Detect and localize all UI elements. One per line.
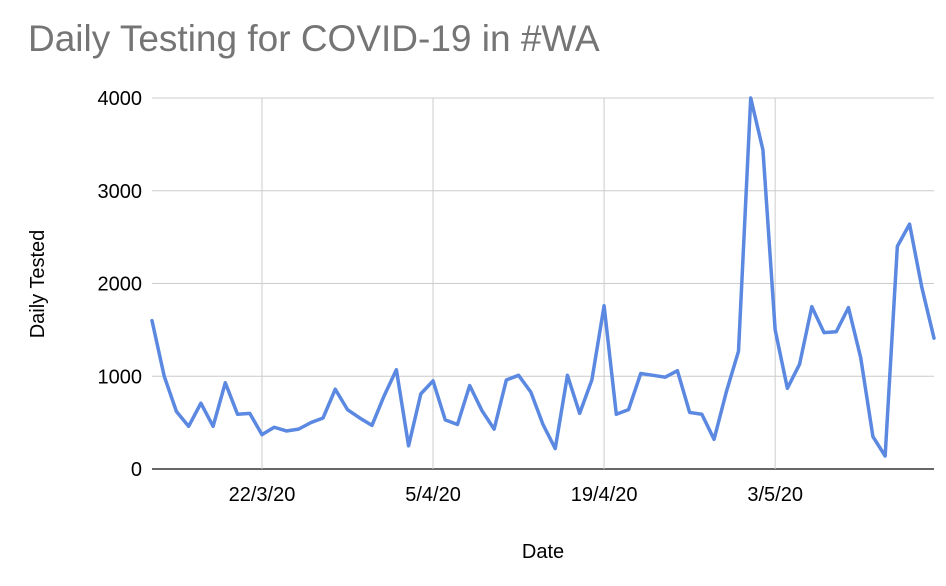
x-axis-label: Date xyxy=(522,541,564,563)
x-tick-label: 3/5/20 xyxy=(747,484,803,506)
chart-title: Daily Testing for COVID-19 in #WA xyxy=(28,18,600,59)
x-tick-label: 5/4/20 xyxy=(405,484,461,506)
y-tick-label: 0 xyxy=(131,459,142,481)
x-tick-label: 22/3/20 xyxy=(229,484,296,506)
grid-lines xyxy=(152,97,934,470)
series-line-daily-tested xyxy=(150,96,936,458)
y-tick-label: 1000 xyxy=(98,366,143,388)
y-tick-label: 2000 xyxy=(98,274,143,296)
x-tick-labels: 22/3/20 5/4/20 19/4/20 3/5/20 xyxy=(229,484,803,506)
y-tick-label: 4000 xyxy=(98,88,143,110)
y-tick-label: 3000 xyxy=(98,181,143,203)
y-tick-labels: 0 1000 2000 3000 4000 xyxy=(98,88,143,481)
y-axis-label: Daily Tested xyxy=(27,230,49,339)
x-tick-label: 19/4/20 xyxy=(571,484,638,506)
